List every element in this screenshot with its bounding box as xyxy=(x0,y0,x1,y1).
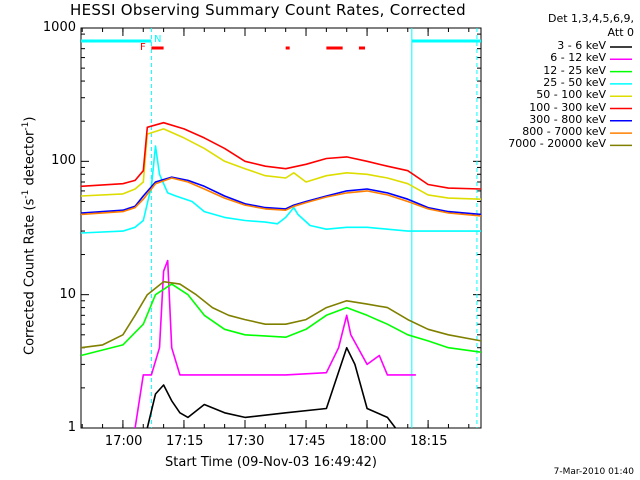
x-axis-label: Start Time (09-Nov-03 16:49:42) xyxy=(165,455,377,470)
legend-entry-label: 12 - 25 keV xyxy=(543,63,606,77)
series-line-3 xyxy=(80,283,482,357)
night-flag-label: N xyxy=(154,34,162,45)
y-axis-label-end: ) xyxy=(22,116,38,122)
y-axis-label-main: Corrected Count Rate (s xyxy=(22,198,38,355)
legend-header-line1: Det 1,3,4,5,6,9, xyxy=(547,12,634,25)
y-tick-label: 100 xyxy=(51,153,76,169)
x-tick-label: 18:00 xyxy=(349,434,387,449)
y-axis-label-exponent-2: -1 xyxy=(21,121,31,131)
x-tick-label: 17:15 xyxy=(165,434,204,449)
series-line-9 xyxy=(80,280,482,349)
series-line-1 xyxy=(146,346,397,429)
footer-date: 7-Mar-2010 01:40 xyxy=(553,467,634,477)
chart-title: HESSI Observing Summary Count Rates, Cor… xyxy=(70,1,466,19)
legend-entry-label: 6 - 12 keV xyxy=(550,51,606,65)
series-line-5 xyxy=(80,128,482,200)
y-tick-label: 10 xyxy=(59,286,76,302)
plot-frame xyxy=(80,27,482,429)
legend-entry-label: 50 - 100 keV xyxy=(536,88,606,102)
y-tick-label: 1000 xyxy=(42,20,76,35)
x-tick-label: 18:15 xyxy=(410,434,448,449)
x-tick-label: 17:45 xyxy=(288,434,326,449)
flare-flag-label: F xyxy=(140,42,146,53)
y-axis-label: Corrected Count Rate (s-1 detector-1) xyxy=(21,117,37,355)
series-line-7 xyxy=(80,176,482,216)
legend-entry-label: 100 - 300 keV xyxy=(529,100,606,114)
x-tick-label: 17:30 xyxy=(226,434,265,449)
series-line-6 xyxy=(80,121,482,190)
legend-entry-label: 800 - 7000 keV xyxy=(522,125,606,139)
legend-entry-label: 7000 - 20000 keV xyxy=(508,137,606,151)
legend-entry-label: 300 - 800 keV xyxy=(529,112,606,126)
legend-entry-label: 3 - 6 keV xyxy=(557,39,606,52)
series-line-4 xyxy=(80,145,481,234)
x-tick-label: 17:00 xyxy=(104,434,143,449)
legend-entry-label: 25 - 50 keV xyxy=(543,75,606,89)
legend-header-line2: Att 0 xyxy=(607,26,634,39)
y-tick-label: 1 xyxy=(67,420,76,435)
series-line-8 xyxy=(80,177,482,217)
series-line-2 xyxy=(134,259,416,429)
y-axis-label-exponent-1: -1 xyxy=(21,189,31,199)
y-axis-label-mid: detector xyxy=(22,130,38,190)
